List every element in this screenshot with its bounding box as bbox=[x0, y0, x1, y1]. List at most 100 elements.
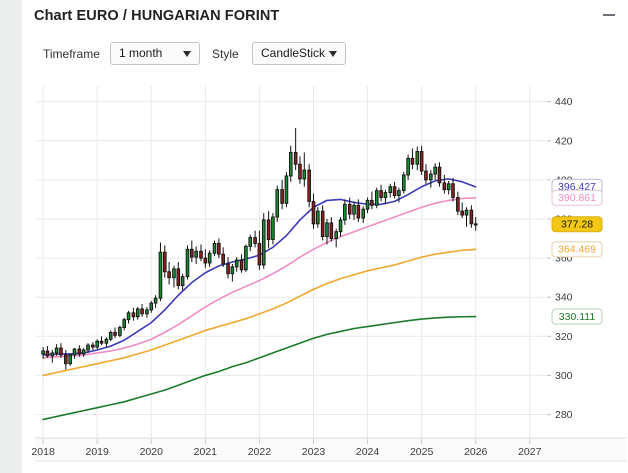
price-tag-bg bbox=[551, 189, 603, 206]
candlestick bbox=[401, 172, 406, 194]
candle-body bbox=[473, 223, 478, 226]
price-chart[interactable]: 2803003203403603804004204402018201920202… bbox=[22, 72, 628, 473]
candle-body bbox=[343, 203, 347, 221]
candlestick bbox=[347, 197, 352, 219]
window-titlebar: Chart EURO / HUNGARIAN FORINT bbox=[22, 0, 628, 36]
candle-body bbox=[397, 190, 401, 196]
candle-body bbox=[91, 344, 95, 348]
candle-body bbox=[370, 199, 374, 206]
candlestick bbox=[329, 217, 334, 242]
price-tag-bg bbox=[551, 241, 603, 258]
timeframe-select[interactable]: 1 month bbox=[110, 42, 200, 65]
candlestick bbox=[153, 295, 158, 308]
candle-body bbox=[280, 189, 284, 204]
candlestick bbox=[275, 185, 280, 222]
candlestick bbox=[81, 348, 86, 357]
candle-body bbox=[126, 312, 131, 321]
candle-body bbox=[347, 203, 352, 215]
candle-body bbox=[68, 354, 72, 365]
candle-body bbox=[99, 340, 104, 344]
candlestick bbox=[298, 156, 302, 184]
candle-body bbox=[311, 200, 316, 225]
candlestick bbox=[473, 217, 478, 231]
candle-body bbox=[361, 208, 366, 219]
x-axis-label: 2024 bbox=[356, 446, 380, 458]
candlestick bbox=[374, 187, 379, 209]
candlestick bbox=[460, 202, 464, 218]
candle-body bbox=[158, 251, 163, 299]
candle-body bbox=[95, 340, 99, 348]
candlestick bbox=[239, 254, 244, 273]
candle-body bbox=[59, 347, 63, 356]
style-select[interactable]: CandleStick bbox=[252, 42, 346, 65]
candle-body bbox=[316, 210, 320, 225]
candlestick bbox=[352, 201, 356, 220]
candle-body bbox=[419, 151, 424, 172]
candlestick bbox=[320, 205, 325, 241]
candlestick bbox=[176, 262, 181, 290]
candle-body bbox=[230, 266, 235, 275]
candlestick bbox=[397, 187, 401, 203]
x-axis-label: 2025 bbox=[410, 446, 434, 458]
candle-body bbox=[131, 312, 136, 318]
candle-body bbox=[185, 248, 190, 278]
chevron-down-icon bbox=[183, 51, 192, 57]
candle-body bbox=[239, 259, 244, 271]
candle-body bbox=[388, 186, 393, 194]
candlestick bbox=[469, 205, 474, 228]
candle-body bbox=[234, 259, 239, 268]
candle-body bbox=[433, 166, 437, 175]
candle-body bbox=[153, 297, 158, 304]
candle-body bbox=[190, 248, 194, 258]
candle-body bbox=[424, 170, 428, 181]
candle-body bbox=[167, 271, 171, 279]
candlestick bbox=[145, 306, 149, 318]
candle-body bbox=[352, 204, 356, 215]
candle-body bbox=[464, 209, 469, 216]
candlestick bbox=[370, 191, 374, 210]
candle-body bbox=[72, 348, 77, 356]
chart-controls: Timeframe 1 month Style CandleStick bbox=[22, 38, 628, 72]
candlestick bbox=[442, 174, 447, 194]
candle-body bbox=[180, 276, 185, 286]
candle-body bbox=[275, 189, 280, 218]
candlestick bbox=[437, 162, 442, 187]
candle-body bbox=[334, 231, 338, 239]
timeframe-value: 1 month bbox=[119, 46, 163, 60]
candle-body bbox=[203, 257, 208, 264]
candlestick bbox=[266, 211, 271, 249]
candlestick bbox=[122, 317, 127, 331]
ma-pink-tag: 390.861 bbox=[551, 189, 603, 206]
minimize-icon[interactable] bbox=[600, 6, 618, 24]
candlestick bbox=[54, 344, 59, 356]
candlestick bbox=[419, 145, 424, 175]
candle-body bbox=[50, 352, 55, 357]
candle-body bbox=[108, 331, 113, 340]
candlestick bbox=[293, 128, 298, 171]
candlestick bbox=[162, 245, 167, 278]
candlestick bbox=[234, 257, 239, 272]
x-axis-label: 2020 bbox=[140, 446, 164, 458]
y-axis-label: 340 bbox=[555, 292, 573, 304]
candle-body bbox=[383, 192, 388, 198]
candle-body bbox=[451, 183, 455, 198]
left-gutter bbox=[0, 0, 23, 473]
candlestick bbox=[257, 230, 262, 270]
candlestick bbox=[194, 246, 198, 264]
candle-body bbox=[226, 263, 230, 275]
chart-area[interactable]: 2803003203403603804004204402018201920202… bbox=[22, 72, 628, 473]
candle-body bbox=[199, 250, 203, 259]
candle-body bbox=[176, 268, 181, 286]
candlestick bbox=[316, 207, 320, 228]
candle-body bbox=[307, 169, 311, 202]
candle-body bbox=[212, 242, 217, 254]
candlestick bbox=[140, 304, 144, 317]
candle-body bbox=[244, 245, 248, 271]
candle-body bbox=[293, 152, 298, 165]
candlestick bbox=[221, 247, 225, 267]
candlestick bbox=[343, 199, 347, 225]
candle-body bbox=[469, 209, 474, 225]
style-value: CandleStick bbox=[261, 46, 326, 60]
candle-body bbox=[207, 252, 212, 264]
